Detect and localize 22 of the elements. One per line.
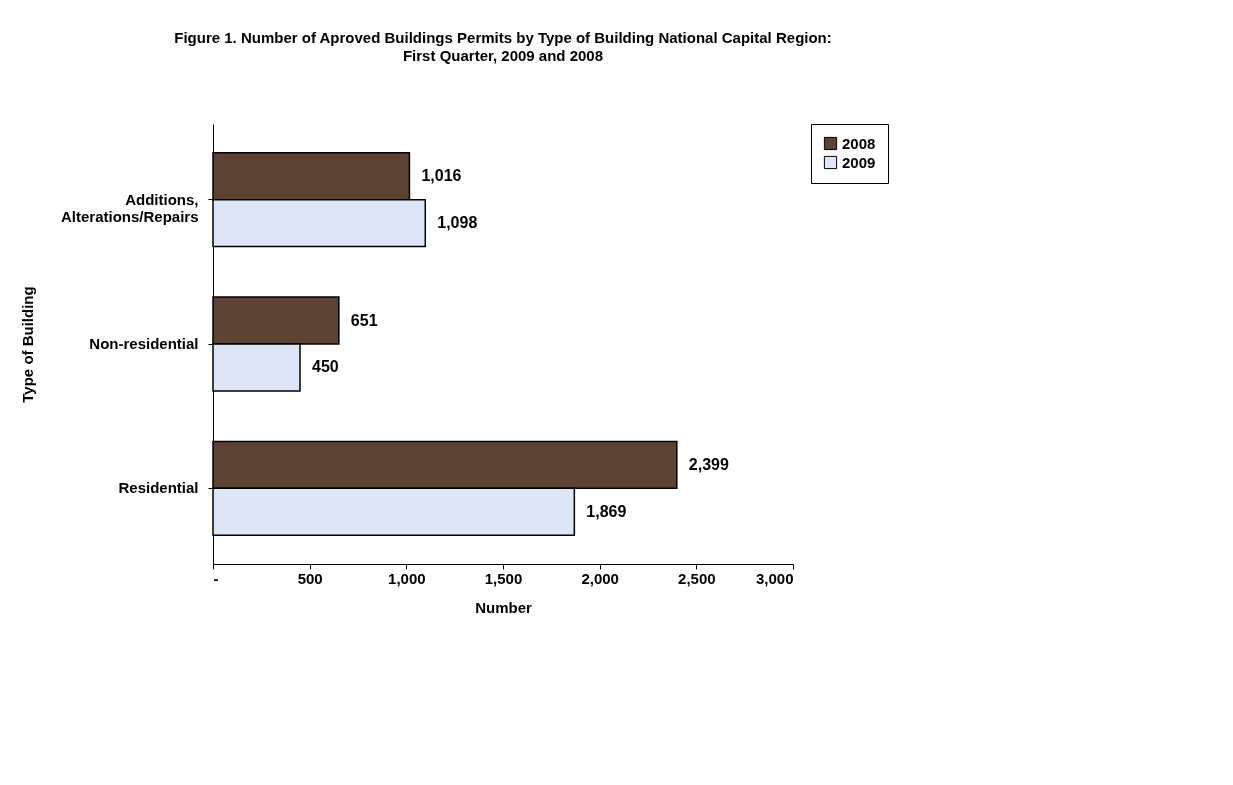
y-tick-label: Additions, Alterations/Repairs	[60, 190, 199, 225]
y-tick-label: Non-residential	[89, 335, 199, 352]
data-label: 1,098	[437, 214, 478, 232]
x-tick-label: 3,000	[755, 569, 794, 587]
data-label: 1,869	[586, 502, 627, 520]
x-tick-label: 2,000	[581, 569, 619, 587]
data-label: 1,016	[421, 167, 462, 185]
chart-title: Figure 1. Number of Aproved Buildings Permits by Type of Building National Capital Region:	[174, 28, 832, 46]
x-tick-label: 2,500	[678, 569, 716, 587]
x-tick-label: -	[213, 569, 219, 587]
x-axis-title: Number	[475, 598, 532, 616]
y-axis-title: Type of Building	[18, 286, 36, 403]
data-label: 450	[312, 358, 339, 376]
x-tick-label: 1,500	[484, 569, 523, 587]
chart-subtitle: First Quarter, 2009 and 2008	[402, 46, 604, 64]
legend-label: 2008	[842, 134, 876, 152]
data-label: 2,399	[688, 455, 729, 473]
x-tick-label: 1,000	[388, 569, 426, 587]
data-label: 651	[350, 311, 378, 329]
y-tick-label: Residential	[118, 479, 199, 497]
x-tick-label: 500	[297, 569, 323, 587]
legend-label: 2009	[842, 153, 876, 171]
